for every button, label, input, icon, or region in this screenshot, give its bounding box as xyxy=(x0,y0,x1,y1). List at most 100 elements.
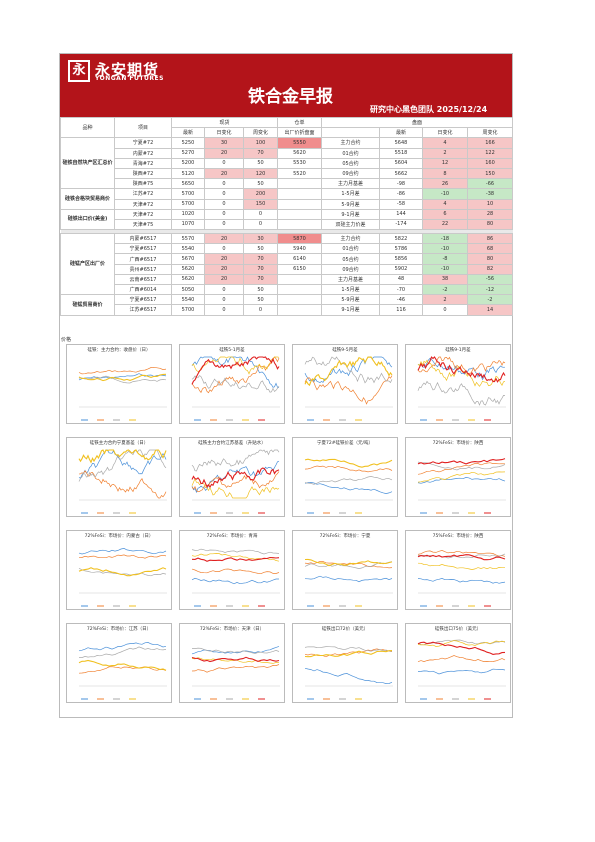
cell-fw: 80 xyxy=(466,218,514,231)
chart-series-line xyxy=(191,548,280,555)
chart-series-line xyxy=(191,467,280,489)
cell-fw: 86 xyxy=(466,233,514,245)
table-row: 云南#6517 5620 20 70 主力月基差 48 38 -56 xyxy=(61,273,514,286)
chart-plot xyxy=(417,639,506,700)
col-fut-latest: 最新 xyxy=(379,127,423,139)
chart-series-line xyxy=(78,470,167,499)
chart-plot xyxy=(304,458,393,514)
cell-fw: 14 xyxy=(466,304,514,316)
cell-item: 内蒙#6517 xyxy=(114,233,172,245)
chart-series-line xyxy=(78,567,167,577)
cell-f xyxy=(277,218,322,231)
chart-series-line xyxy=(304,458,393,468)
cell-v: 5620 xyxy=(171,273,205,286)
chart-series-line xyxy=(191,664,280,673)
cell-fl: -174 xyxy=(379,218,423,231)
chart-series-line xyxy=(191,449,280,472)
cell-fd: -18 xyxy=(422,233,468,245)
cell-v: 5670 xyxy=(171,253,205,265)
chart-series-line xyxy=(304,558,393,567)
chart-series-line xyxy=(304,561,393,569)
cell-w: 70 xyxy=(243,253,278,265)
cell-c: 5-9月差 xyxy=(321,294,380,306)
cell-c: 1-5月差 xyxy=(321,188,380,200)
chart-series-line xyxy=(417,356,506,383)
chart-title: 硅铁5-1月差 xyxy=(219,348,245,353)
chart-plot xyxy=(78,366,167,421)
cell-item: 宁夏#6517 xyxy=(114,243,172,255)
chart-plot xyxy=(304,356,393,421)
cell-d: 0 xyxy=(204,218,244,231)
cell-f: 5520 xyxy=(277,167,322,180)
chart-series-line xyxy=(78,449,167,464)
chart-title: 硅铁主力合约宁夏基差（日） xyxy=(89,441,149,446)
cell-fd: -10 xyxy=(422,188,468,200)
cell-fw: -66 xyxy=(466,178,514,190)
cell-item: 天津#72 xyxy=(114,198,172,210)
chart-series-line xyxy=(78,548,167,555)
cell-fd: 4 xyxy=(422,198,468,210)
chart-series-line xyxy=(78,373,167,382)
cell-w: 0 xyxy=(243,304,278,316)
chart-series-line xyxy=(78,373,167,381)
cell-f xyxy=(277,304,322,316)
chart-plot xyxy=(417,356,506,421)
col-fut-week: 周变化 xyxy=(466,127,514,139)
cell-w: 50 xyxy=(243,243,278,255)
cell-w: 150 xyxy=(243,198,278,210)
cell-item: 宁夏#72 xyxy=(114,137,172,149)
cell-item: 贵州#6517 xyxy=(114,263,172,275)
chart-title: 72%FeSi：市场价：青海 xyxy=(206,534,258,539)
report-page: 永 永安期货 YONGAN FUTURES 铁合金早报 研究中心黑色团队 202… xyxy=(59,53,514,718)
chart-series-line xyxy=(417,477,506,484)
charts-section-label: 价格 xyxy=(61,337,72,343)
chart-series-line xyxy=(417,562,505,570)
cell-d: 0 xyxy=(204,243,244,255)
cell-d: 0 xyxy=(204,294,244,306)
category-cell: 硅锰贸易商价 xyxy=(60,294,115,316)
cell-item: 天津#75 xyxy=(114,218,172,231)
table-row: 硅锰产区出厂价 内蒙#6517 5570 20 30 5870 主力合约 5822 -18 86 xyxy=(60,233,514,296)
cell-w: 70 xyxy=(243,147,278,159)
chart-plot xyxy=(191,646,280,700)
table-row: 硅铁出口价(美金) 天津#72 1020 0 0 9-1月差 144 6 28 xyxy=(60,208,514,231)
category-cell: 硅铁合格块贸易商价 xyxy=(60,188,115,210)
cell-w: 120 xyxy=(243,167,278,180)
cell-w: 50 xyxy=(243,157,278,169)
chart-series-line xyxy=(304,650,393,658)
cell-item: 陕西#75 xyxy=(114,178,172,190)
chart-plot xyxy=(191,548,280,607)
cell-d: 0 xyxy=(204,304,244,316)
cell-w: 0 xyxy=(243,218,278,231)
chart-thumbnail: 72%FeSi：市场价：天津（日） xyxy=(179,623,285,703)
cell-c: 主力月基差 xyxy=(321,273,380,286)
cell-d: 0 xyxy=(204,157,244,169)
cell-f: 5550 xyxy=(277,137,322,149)
table-gap xyxy=(60,229,513,234)
cell-fl: -86 xyxy=(379,188,423,200)
cell-item: 青海#72 xyxy=(114,157,172,169)
cell-c: 09合约 xyxy=(321,167,380,180)
cell-v: 5700 xyxy=(171,198,205,210)
cell-f xyxy=(277,273,322,286)
logo-mark: 永 xyxy=(68,60,90,82)
cell-c: 双硅主力价差 xyxy=(321,218,380,231)
table-row: 天津#72 5700 0 150 5-9月差 -58 4 10 xyxy=(61,198,514,210)
cell-fd: -10 xyxy=(422,263,468,275)
chart-series-line xyxy=(78,642,167,652)
chart-series-line xyxy=(417,641,506,655)
table-row: 广西#6014 5050 0 50 1-5月差 -70 -2 -12 xyxy=(61,283,514,296)
cell-v: 5570 xyxy=(171,233,205,245)
chart-series-line xyxy=(191,556,280,562)
cell-fd: 8 xyxy=(422,167,468,180)
cell-fl: -70 xyxy=(379,283,423,296)
cell-c: 9-1月差 xyxy=(321,208,380,220)
chart-thumbnail: 72%FeSi：市场价：内蒙古（日） xyxy=(66,530,172,610)
cell-item: 云南#6517 xyxy=(114,273,172,286)
chart-series-line xyxy=(417,668,506,675)
cell-f xyxy=(277,283,322,296)
chart-series-line xyxy=(417,380,506,406)
chart-series-line xyxy=(304,356,393,384)
cell-fd: 6 xyxy=(422,208,468,220)
chart-thumbnail: 硅铁：主力合约：收盘价（日） xyxy=(66,344,172,424)
